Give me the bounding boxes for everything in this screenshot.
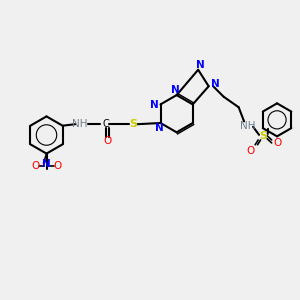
Text: O: O — [31, 160, 39, 171]
Text: N: N — [154, 123, 164, 134]
Text: O: O — [54, 160, 62, 171]
Text: S: S — [129, 119, 137, 129]
Text: O: O — [103, 136, 111, 146]
Text: N: N — [211, 79, 220, 89]
Text: NH: NH — [72, 119, 88, 129]
Text: N: N — [149, 100, 158, 110]
Text: S: S — [260, 131, 268, 141]
Text: N: N — [42, 159, 51, 169]
Text: NH: NH — [240, 121, 255, 131]
Text: O: O — [274, 138, 282, 148]
Text: N: N — [196, 60, 205, 70]
Text: O: O — [247, 146, 255, 156]
Text: C: C — [102, 118, 109, 129]
Text: N: N — [171, 85, 179, 95]
